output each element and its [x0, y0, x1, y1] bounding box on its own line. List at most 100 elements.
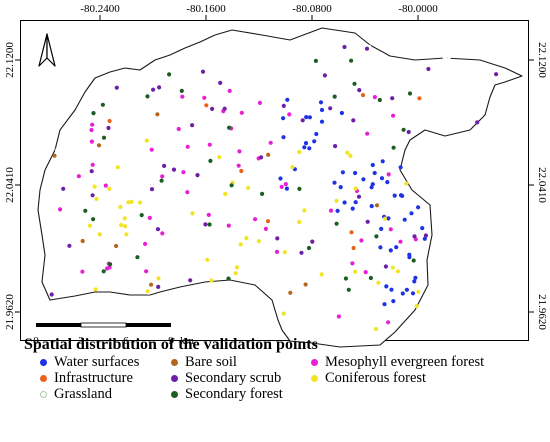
validation-point-grass [193, 98, 198, 103]
validation-point-water [370, 162, 375, 168]
validation-point-grass [48, 203, 53, 208]
validation-point-conif [223, 191, 228, 196]
validation-point-water [392, 193, 397, 198]
validation-point-scrub [90, 193, 95, 198]
validation-point-scrub [155, 227, 161, 232]
validation-point-meso [107, 265, 112, 270]
validation-point-conif [118, 204, 123, 210]
validation-point-scrub [203, 222, 208, 227]
validation-point-water [382, 302, 387, 307]
validation-point-infra [417, 96, 422, 101]
validation-point-grass [163, 254, 168, 259]
validation-point-scrub [406, 129, 411, 135]
validation-point-conif [94, 196, 99, 201]
validation-point-water [335, 208, 340, 213]
validation-point-meso [89, 139, 94, 144]
validation-point-sforest [227, 125, 232, 130]
validation-point-water [369, 204, 374, 209]
validation-point-conif [290, 165, 295, 170]
validation-point-meso [144, 269, 149, 274]
validation-point-conif [190, 211, 195, 216]
validation-point-sforest [179, 88, 184, 93]
validation-point-grass [338, 98, 343, 103]
validation-point-conif [297, 219, 302, 225]
validation-point-conif [297, 149, 302, 155]
validation-point-sforest [100, 102, 105, 107]
validation-point-water [372, 170, 377, 176]
validation-point-scrub [157, 85, 162, 90]
validation-point-conif [234, 265, 240, 270]
validation-point-bare [80, 238, 85, 244]
validation-point-meso [237, 149, 242, 154]
validation-point-conif [93, 287, 98, 292]
validation-point-scrub [188, 278, 193, 283]
validation-point-meso [363, 270, 368, 275]
map-frame [20, 20, 529, 341]
validation-point-scrub [357, 88, 362, 93]
legend-swatch [40, 391, 47, 398]
validation-point-water [319, 107, 325, 113]
validation-points-layer [44, 44, 499, 332]
validation-point-grass [44, 238, 49, 243]
validation-point-meso [185, 190, 190, 195]
validation-point-sforest [297, 186, 302, 191]
validation-point-water [409, 211, 414, 216]
lat-label: 22.1200 [536, 42, 548, 78]
validation-point-grass [341, 87, 347, 92]
validation-point-meso [253, 217, 258, 222]
scale-label: 9 [168, 335, 174, 347]
validation-point-water [319, 119, 325, 124]
validation-point-scrub [351, 118, 356, 123]
validation-point-grass [96, 177, 101, 182]
validation-point-water [302, 145, 307, 150]
validation-point-water [394, 245, 399, 250]
validation-point-scrub [494, 72, 499, 77]
legend-label: Mesophyll evergreen forest [325, 354, 485, 370]
validation-point-grass [463, 109, 468, 114]
validation-point-conif [124, 232, 129, 237]
validation-point-meso [263, 226, 268, 231]
north-arrow-icon [38, 33, 56, 67]
lat-label: 21.9620 [536, 294, 548, 330]
validation-point-meso [239, 110, 244, 115]
validation-point-scrub [259, 155, 264, 160]
validation-point-scrub [210, 106, 215, 111]
validation-point-scrub [333, 144, 338, 149]
validation-point-grass [179, 211, 184, 216]
validation-point-conif [122, 216, 127, 221]
validation-point-water [278, 176, 283, 181]
validation-point-sforest [407, 91, 413, 96]
validation-point-meso [147, 215, 152, 220]
validation-point-meso [185, 144, 190, 149]
validation-point-scrub [49, 292, 54, 297]
validation-point-water [312, 139, 317, 144]
validation-point-meso [279, 184, 284, 189]
validation-point-sforest [135, 255, 140, 260]
validation-point-meso [176, 126, 181, 132]
validation-point-grass [192, 273, 197, 278]
validation-point-grass [126, 152, 131, 157]
validation-point-grass [408, 80, 413, 85]
validation-point-water [361, 177, 366, 182]
validation-point-scrub [342, 44, 347, 50]
validation-point-sforest [83, 208, 88, 213]
validation-point-conif [404, 181, 409, 186]
validation-point-water [284, 186, 289, 191]
validation-point-bare [288, 290, 293, 295]
validation-point-meso [287, 112, 292, 117]
validation-point-grass [305, 76, 310, 81]
validation-point-water [340, 170, 345, 175]
validation-point-water [391, 299, 396, 304]
legend-label: Coniferous forest [325, 370, 427, 386]
validation-point-scrub [281, 103, 286, 108]
validation-point-water [407, 255, 412, 260]
validation-point-conif [205, 257, 210, 262]
validation-point-scrub [299, 250, 304, 255]
validation-point-grass [227, 192, 232, 197]
validation-point-sforest [159, 178, 164, 183]
validation-point-meso [206, 212, 211, 217]
validation-point-sforest [260, 191, 265, 196]
validation-point-grass [55, 147, 60, 153]
validation-point-water [338, 185, 343, 190]
validation-point-conif [246, 185, 251, 190]
